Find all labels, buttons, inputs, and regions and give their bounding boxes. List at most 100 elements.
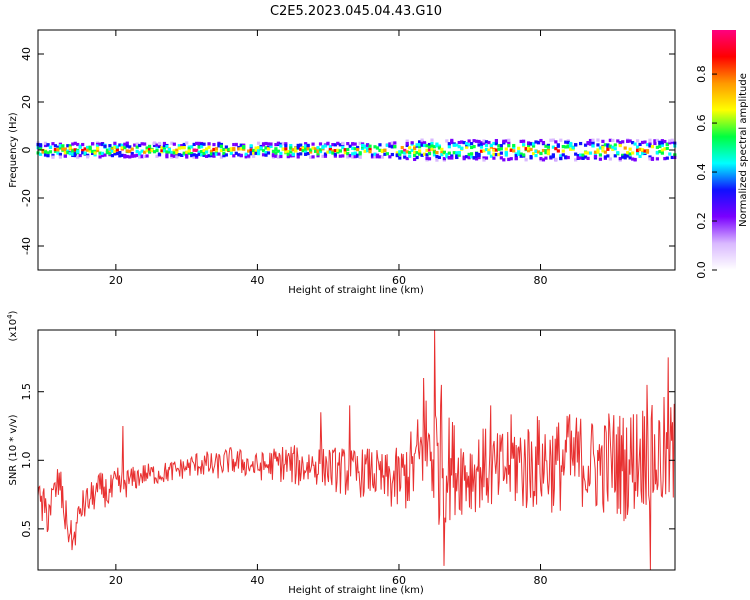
spectrogram-cell [160,146,164,150]
colorbar-tick-label: 0.2 [695,212,708,230]
spectrogram-cell [633,142,637,146]
y-tick-label: 20 [20,95,33,109]
spectrogram-cell [254,151,258,155]
spectrogram-cell [279,144,283,148]
spectrogram-cell [63,151,67,155]
spectrogram-cell [522,139,526,143]
spectrogram-cell [484,140,489,144]
spectrogram-cell [341,154,345,158]
spectrogram-cell [440,153,444,157]
spectrogram-cell [237,153,241,157]
spectrogram-cell [259,146,263,150]
spectrogram-cell [100,142,105,146]
spectrogram-cell [125,154,129,159]
spectrogram-cell [658,144,662,149]
spectrogram-cell [494,138,498,143]
spectrogram-cell [611,147,615,151]
spectrogram-cell [467,143,471,147]
spectrogram-cell [98,151,102,155]
spectrogram-cell [100,153,105,158]
spectrogram-cell [247,154,251,158]
spectrogram-cell [46,143,50,147]
spectrogram-cell [482,139,486,143]
colorbar-label: Normalized spectral amplitude [738,73,749,227]
spectrogram-cell [588,151,593,155]
spectrogram-cell [447,142,451,146]
spectrogram-cell [180,146,184,150]
y-tick-label: 40 [20,47,33,61]
spectrogram-cell [457,140,461,145]
spectrogram-cell [276,149,280,153]
spectrogram-cell [522,143,526,147]
spectrogram-cell [628,139,632,143]
spectrogram-cell [621,153,625,157]
spectrogram-cell [199,150,204,154]
spectrogram-cell [304,144,308,148]
spectrogram-cell [561,149,565,153]
spectrogram-cell [517,152,521,156]
spectrogram-cell [43,153,48,157]
spectrogram-cell [608,144,612,148]
snr-frame [37,329,676,571]
spectrogram-cell [143,142,147,146]
spectrogram-cell [484,143,489,148]
spectrogram-cell [147,150,152,154]
spectrogram-cell [413,153,417,157]
spectrogram-cell [660,151,664,155]
spectrogram-cell [606,147,610,151]
spectrogram-cell [378,148,382,153]
spectrogram-cell [591,141,595,145]
snr-background [38,330,675,570]
spectrogram-cell [120,146,124,150]
snr-y-multiplier: (x104) [6,310,19,341]
spectrogram-cell [190,153,194,158]
spectrogram-cell [271,149,276,153]
spectrogram-cell [512,143,516,148]
spectrogram-cell [628,156,632,160]
spectrogram-cell [465,142,469,146]
spectrogram-cell [321,154,325,158]
spectrogram-cell [611,138,615,143]
spectrogram-cell [63,149,67,153]
spectrogram-cell [143,154,147,158]
spectrogram-cell [284,147,288,151]
spectrogram-cell [658,140,662,144]
spectrogram-cell [316,146,320,150]
spectrogram-y-ticks: -40 -20 0 20 40 [20,47,675,255]
spectrogram-cell [638,142,642,147]
spectrogram-cell [546,151,551,156]
spectrogram-cell [455,151,459,155]
spectrogram-cell [603,150,607,154]
spectrogram-cell [375,154,380,159]
spectrogram-cell [110,154,115,158]
spectrogram-cell [519,152,523,156]
spectrogram-cell [482,149,486,153]
spectrogram-cell [187,147,191,151]
spectrogram-cell [165,145,169,149]
spectrogram-cell [479,142,484,146]
spectrogram-cell [365,146,370,150]
x-tick-label: 60 [392,574,406,587]
spectrogram-cell [435,144,439,148]
spectrogram-cell [660,139,664,143]
spectrogram-cell [276,141,280,145]
spectrogram-cell [155,154,159,158]
spectrogram-cell [113,152,117,156]
spectrogram-cell [616,151,620,155]
y-tick-label: -20 [20,189,33,207]
figure-title: C2E5.2023.045.04.43.G10 [270,4,442,19]
spectrogram-cell [430,141,434,146]
spectrogram-cell [442,150,446,154]
spectrogram-cell [192,142,196,147]
spectrogram-cell [546,150,551,154]
spectrogram-cell [546,143,551,148]
spectrogram-cell [217,142,221,146]
spectrogram-cell [581,156,585,161]
spectrogram-cell [318,148,323,152]
spectrogram-cell [289,146,293,150]
spectrogram-cell [177,144,181,148]
spectrogram-cell [294,149,298,153]
spectrogram-cell [170,150,174,155]
spectrogram-cell [224,145,228,149]
